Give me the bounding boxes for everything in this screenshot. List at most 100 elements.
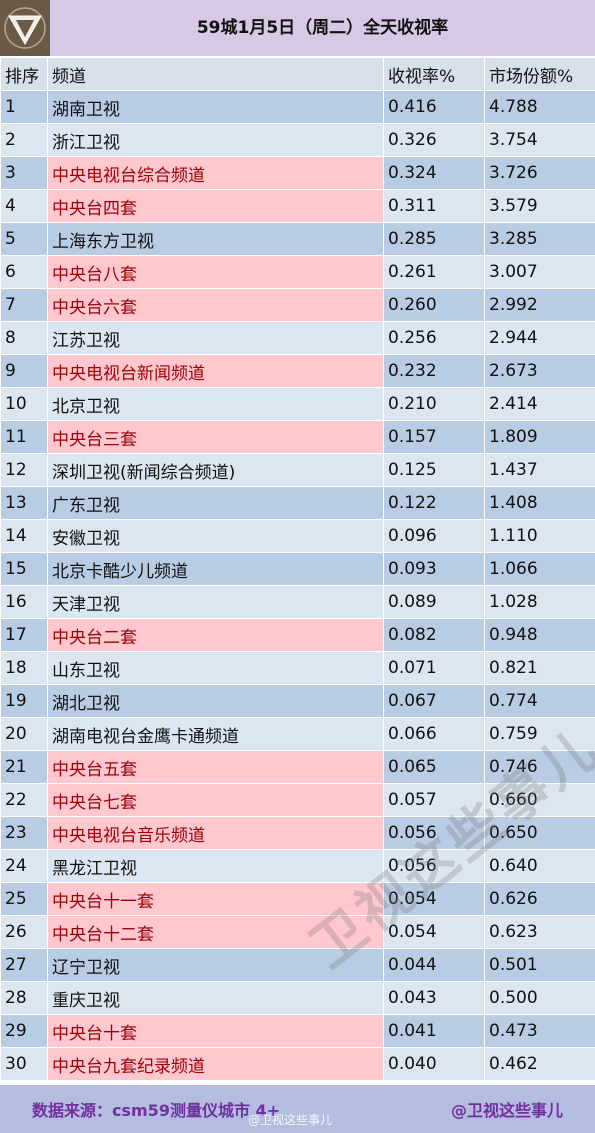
channel-cell: 中央电视台音乐频道 xyxy=(47,816,384,850)
share-cell: 4.788 xyxy=(484,90,595,124)
rating-cell: 0.057 xyxy=(383,783,485,817)
table-row: 25 中央台十一套 0.054 0.626 xyxy=(0,882,595,916)
rating-cell: 0.324 xyxy=(383,156,485,190)
channel-cell: 辽宁卫视 xyxy=(47,948,384,982)
share-cell: 0.821 xyxy=(484,651,595,685)
channel-cell: 中央台二套 xyxy=(47,618,384,652)
channel-cell: 中央台十二套 xyxy=(47,915,384,949)
channel-cell: 北京卫视 xyxy=(47,387,384,421)
share-cell: 0.759 xyxy=(484,717,595,751)
share-cell: 1.028 xyxy=(484,585,595,619)
table-row: 24 黑龙江卫视 0.056 0.640 xyxy=(0,849,595,883)
table-row: 26 中央台十二套 0.054 0.623 xyxy=(0,915,595,949)
share-cell: 0.473 xyxy=(484,1014,595,1048)
rank-cell: 5 xyxy=(0,222,48,256)
table-row: 17 中央台二套 0.082 0.948 xyxy=(0,618,595,652)
rank-cell: 23 xyxy=(0,816,48,850)
table-row: 29 中央台十套 0.041 0.473 xyxy=(0,1014,595,1048)
channel-cell: 中央台七套 xyxy=(47,783,384,817)
rank-cell: 8 xyxy=(0,321,48,355)
rank-cell: 25 xyxy=(0,882,48,916)
rank-cell: 26 xyxy=(0,915,48,949)
rating-cell: 0.311 xyxy=(383,189,485,223)
channel-cell: 重庆卫视 xyxy=(47,981,384,1015)
rank-cell: 18 xyxy=(0,651,48,685)
channel-cell: 安徽卫视 xyxy=(47,519,384,553)
rank-cell: 27 xyxy=(0,948,48,982)
table-row: 9 中央电视台新闻频道 0.232 2.673 xyxy=(0,354,595,388)
share-cell: 1.066 xyxy=(484,552,595,586)
share-cell: 0.500 xyxy=(484,981,595,1015)
rating-cell: 0.043 xyxy=(383,981,485,1015)
rank-cell: 9 xyxy=(0,354,48,388)
rating-cell: 0.210 xyxy=(383,387,485,421)
channel-cell: 中央台六套 xyxy=(47,288,384,322)
channel-cell: 中央台十套 xyxy=(47,1014,384,1048)
table-row: 8 江苏卫视 0.256 2.944 xyxy=(0,321,595,355)
channel-cell: 中央台十一套 xyxy=(47,882,384,916)
table-row: 28 重庆卫视 0.043 0.500 xyxy=(0,981,595,1015)
table-row: 22 中央台七套 0.057 0.660 xyxy=(0,783,595,817)
channel-cell: 深圳卫视(新闻综合频道) xyxy=(47,453,384,487)
table-row: 6 中央台八套 0.261 3.007 xyxy=(0,255,595,289)
channel-cell: 江苏卫视 xyxy=(47,321,384,355)
share-cell: 3.754 xyxy=(484,123,595,157)
ratings-table: 排序 频道 收视率% 市场份额% 1 湖南卫视 0.416 4.788 2 浙江卫视 0.3… xyxy=(0,57,595,1081)
table-row: 27 辽宁卫视 0.044 0.501 xyxy=(0,948,595,982)
share-cell: 2.673 xyxy=(484,354,595,388)
rating-cell: 0.256 xyxy=(383,321,485,355)
rating-cell: 0.040 xyxy=(383,1047,485,1081)
rating-cell: 0.261 xyxy=(383,255,485,289)
rating-cell: 0.066 xyxy=(383,717,485,751)
rank-cell: 4 xyxy=(0,189,48,223)
rating-cell: 0.082 xyxy=(383,618,485,652)
column-header-channel: 频道 xyxy=(47,57,384,91)
share-cell: 2.992 xyxy=(484,288,595,322)
rating-cell: 0.041 xyxy=(383,1014,485,1048)
rating-cell: 0.122 xyxy=(383,486,485,520)
rating-cell: 0.125 xyxy=(383,453,485,487)
rating-cell: 0.044 xyxy=(383,948,485,982)
share-cell: 1.110 xyxy=(484,519,595,553)
table-row: 10 北京卫视 0.210 2.414 xyxy=(0,387,595,421)
rank-cell: 24 xyxy=(0,849,48,883)
share-cell: 0.948 xyxy=(484,618,595,652)
page-title: 59城1月5日（周二）全天收视率 xyxy=(196,18,449,38)
share-cell: 0.626 xyxy=(484,882,595,916)
table-row: 20 湖南电视台金鹰卡通频道 0.066 0.759 xyxy=(0,717,595,751)
rank-cell: 28 xyxy=(0,981,48,1015)
channel-cell: 山东卫视 xyxy=(47,651,384,685)
share-cell: 0.746 xyxy=(484,750,595,784)
table-row: 13 广东卫视 0.122 1.408 xyxy=(0,486,595,520)
rating-cell: 0.157 xyxy=(383,420,485,454)
table-row: 4 中央台四套 0.311 3.579 xyxy=(0,189,595,223)
rating-cell: 0.093 xyxy=(383,552,485,586)
share-cell: 0.660 xyxy=(484,783,595,817)
rank-cell: 15 xyxy=(0,552,48,586)
channel-cell: 天津卫视 xyxy=(47,585,384,619)
share-cell: 0.650 xyxy=(484,816,595,850)
rating-cell: 0.416 xyxy=(383,90,485,124)
rank-cell: 3 xyxy=(0,156,48,190)
rank-cell: 1 xyxy=(0,90,48,124)
channel-cell: 中央台八套 xyxy=(47,255,384,289)
triangle-v-logo-icon xyxy=(0,0,50,56)
rank-cell: 22 xyxy=(0,783,48,817)
table-row: 15 北京卡酷少儿频道 0.093 1.066 xyxy=(0,552,595,586)
rank-cell: 29 xyxy=(0,1014,48,1048)
channel-cell: 湖南电视台金鹰卡通频道 xyxy=(47,717,384,751)
share-cell: 3.285 xyxy=(484,222,595,256)
share-cell: 3.726 xyxy=(484,156,595,190)
table-row: 21 中央台五套 0.065 0.746 xyxy=(0,750,595,784)
table-row: 16 天津卫视 0.089 1.028 xyxy=(0,585,595,619)
share-cell: 0.462 xyxy=(484,1047,595,1081)
rating-cell: 0.067 xyxy=(383,684,485,718)
weibo-watermark: @卫视这些事儿 xyxy=(248,1113,333,1127)
column-header-rank: 排序 xyxy=(0,57,48,91)
channel-cell: 中央台四套 xyxy=(47,189,384,223)
rating-cell: 0.056 xyxy=(383,816,485,850)
title-bar: 59城1月5日（周二）全天收视率 xyxy=(0,0,595,57)
channel-cell: 湖南卫视 xyxy=(47,90,384,124)
table-row: 18 山东卫视 0.071 0.821 xyxy=(0,651,595,685)
share-cell: 1.809 xyxy=(484,420,595,454)
